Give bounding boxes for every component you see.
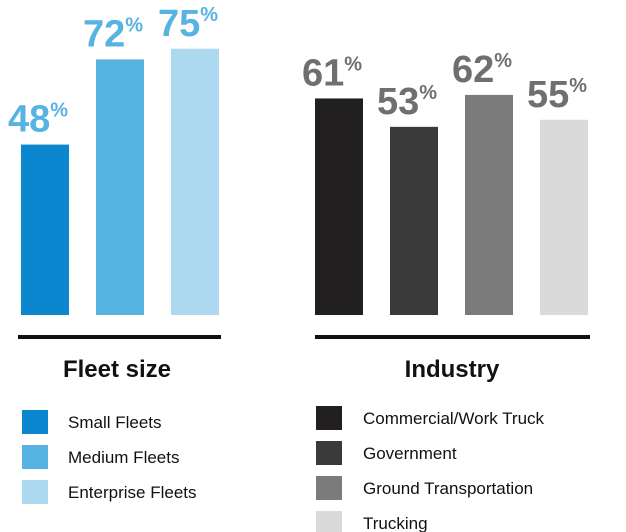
fleet-size-legend-label-1: Small Fleets	[68, 413, 162, 432]
fleet-size-legend-label-2: Medium Fleets	[68, 448, 179, 467]
industry-bar-3	[465, 94, 513, 316]
fleet-size-bars	[21, 48, 219, 316]
fleet-size-value-label-3: 75%	[158, 3, 218, 45]
industry-legend-label-4: Trucking	[363, 514, 428, 532]
industry-legend-label-1: Commercial/Work Truck	[363, 409, 545, 428]
industry-panel: 61% 53% 62% 55% Industry Commercial/Work Tr…	[302, 49, 590, 532]
fleet-size-legend-label-3: Enterprise Fleets	[68, 483, 197, 502]
industry-legend-swatch-1	[316, 406, 342, 430]
fleet-size-value-label-1: 48%	[8, 99, 68, 141]
industry-legend-label-3: Ground Transportation	[363, 479, 533, 498]
fleet-size-value-labels: 48% 72% 75%	[8, 3, 218, 141]
industry-legend: Commercial/Work Truck Government Ground Tr…	[316, 406, 545, 532]
fleet-size-panel: 48% 72% 75% Fleet size Small Fleets Medium …	[8, 3, 221, 504]
industry-value-labels: 61% 53% 62% 55%	[302, 49, 587, 123]
fleet-size-title: Fleet size	[63, 356, 171, 383]
fleet-size-legend: Small Fleets Medium Fleets Enterprise Flee…	[22, 410, 197, 504]
industry-title: Industry	[405, 356, 500, 383]
fleet-size-legend-swatch-1	[22, 410, 48, 434]
fleet-size-bar-1	[21, 144, 69, 315]
industry-bar-2	[390, 126, 438, 315]
industry-bars	[315, 94, 588, 316]
industry-legend-swatch-3	[316, 476, 342, 500]
industry-value-label-1: 61%	[302, 52, 362, 94]
industry-value-label-4: 55%	[527, 74, 587, 116]
industry-legend-label-2: Government	[363, 444, 457, 463]
industry-bar-4	[540, 119, 588, 315]
fleet-size-value-label-2: 72%	[83, 13, 143, 55]
industry-value-label-3: 62%	[452, 49, 512, 91]
fleet-size-bar-2	[96, 59, 144, 316]
industry-bar-1	[315, 98, 363, 315]
fleet-size-bar-3	[171, 48, 219, 315]
industry-legend-swatch-4	[316, 511, 342, 532]
fleet-size-legend-swatch-2	[22, 445, 48, 469]
fleet-size-legend-swatch-3	[22, 480, 48, 504]
industry-legend-swatch-2	[316, 441, 342, 465]
industry-value-label-2: 53%	[377, 81, 437, 123]
